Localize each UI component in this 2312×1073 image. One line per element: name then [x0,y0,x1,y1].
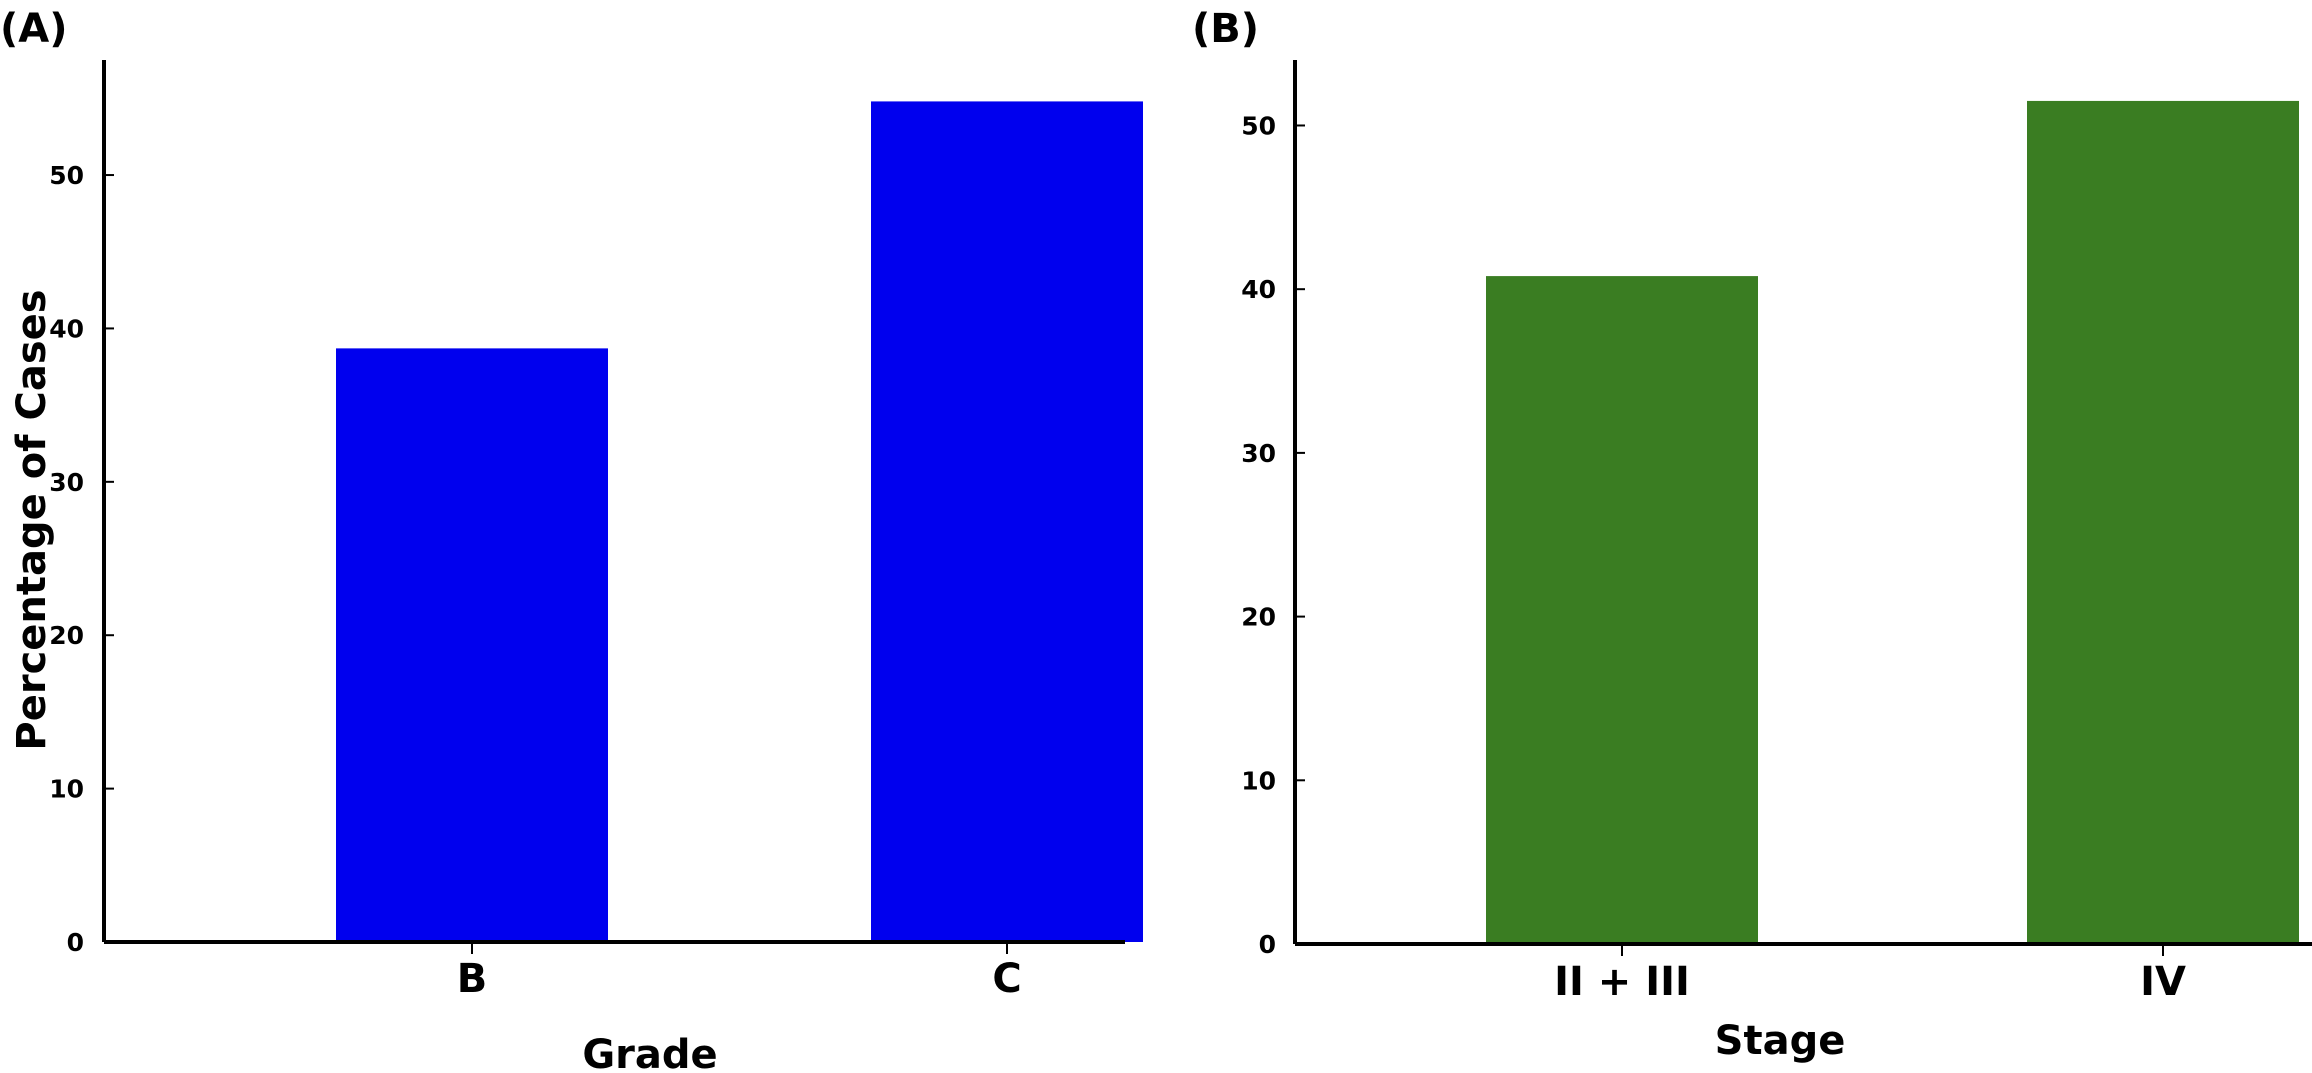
panel-a-y-axis-title: Percentage of Cases [9,289,55,750]
panel-b-y-ticks: 0 10 20 30 40 50 [1241,111,1305,959]
panel-a-x-axis-title: Grade [582,1032,717,1073]
y-tick-label: 40 [1241,275,1276,304]
panel-a-label: (A) [0,6,68,52]
y-tick-label: 10 [1241,766,1276,795]
y-tick-label: 50 [1241,111,1276,140]
panel-b: (B) Stage 0 10 20 30 40 50 II + III IV [1192,6,2312,1064]
panel-a-y-ticks: 0 10 20 30 40 50 [49,161,114,957]
panel-b-label: (B) [1192,6,1259,52]
y-tick-label: 20 [1241,603,1276,632]
y-tick-label: 20 [49,621,84,650]
panel-a-bars [336,101,1143,943]
y-tick-label: 0 [1259,930,1276,959]
panel-b-x-axis-title: Stage [1715,1018,1846,1064]
x-category-label: IV [2140,959,2186,1005]
bar-ii-iii [1486,276,1758,945]
x-category-label: B [457,956,488,1002]
y-tick-label: 40 [49,314,84,343]
bar-iv [2027,100,2299,945]
x-category-label: C [992,956,1021,1002]
y-tick-label: 30 [49,468,84,497]
x-category-label: II + III [1554,959,1690,1005]
bar-c [871,101,1143,942]
panel-b-bars [1486,100,2299,945]
panel-b-category-labels: II + III IV [1554,944,2186,1005]
panel-a: (A) Percentage of Cases Grade 0 10 20 30 40 5… [0,6,1143,1073]
y-tick-label: 50 [49,161,84,190]
bar-b [336,348,608,943]
y-tick-label: 10 [49,775,84,804]
y-tick-label: 0 [67,928,84,957]
y-tick-label: 30 [1241,439,1276,468]
